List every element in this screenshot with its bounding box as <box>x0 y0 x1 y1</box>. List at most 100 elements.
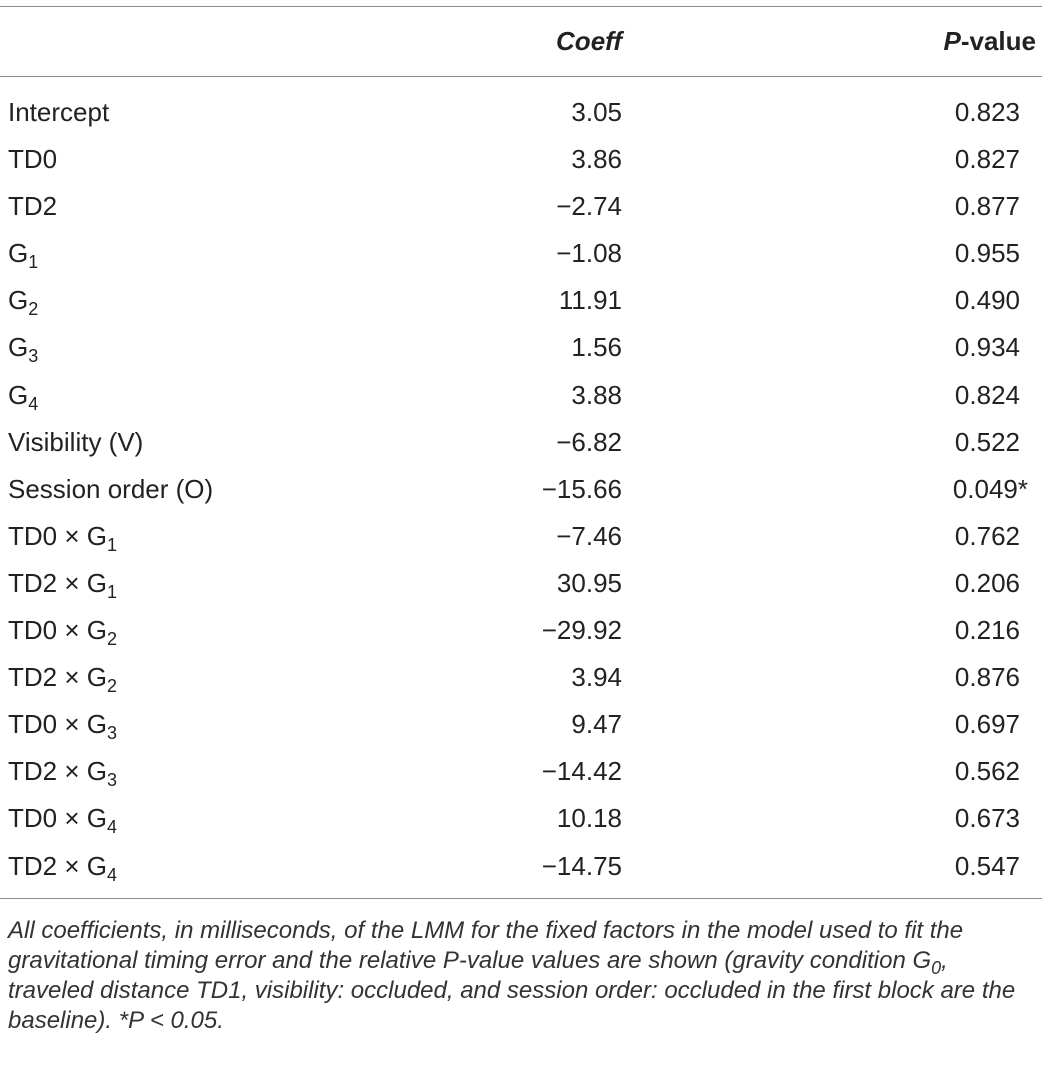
row-p-value: 0.877 <box>954 191 1020 222</box>
table-row: TD0 × G1 −7.46 0.762 <box>0 513 1042 560</box>
row-coeff: −6.82 <box>556 426 622 457</box>
table-row: TD2 × G4 −14.75 0.547 <box>0 843 1042 890</box>
table-row: TD2 −2.74 0.877 <box>0 183 1042 230</box>
row-term-text: G <box>8 238 29 269</box>
row-term: TD0 × G1 <box>8 520 117 555</box>
row-coeff: −15.66 <box>541 473 622 504</box>
row-coeff: 30.95 <box>556 567 622 598</box>
row-coeff: 3.05 <box>571 97 622 127</box>
table-row: Intercept 3.05 0.823 <box>0 89 1042 136</box>
row-term-text: TD0 × G <box>8 615 107 646</box>
caption-subscript: 0 <box>931 958 942 978</box>
row-p-value: 0.697 <box>954 709 1020 740</box>
row-p-value: 0.562 <box>954 756 1020 787</box>
row-term-text: TD2 × G <box>8 850 107 881</box>
row-coeff: −2.74 <box>556 191 622 222</box>
row-coeff: 3.88 <box>571 379 622 410</box>
row-term-text: G <box>8 285 29 316</box>
row-term-text: G <box>8 332 29 363</box>
row-p-value: 0.206 <box>954 567 1020 598</box>
row-term-text: TD2 × G <box>8 756 107 787</box>
table-row: G2 11.91 0.490 <box>0 277 1042 324</box>
row-coeff: 10.18 <box>556 803 622 834</box>
table-row: TD2 × G2 3.94 0.876 <box>0 654 1042 701</box>
row-p-value: 0.955 <box>954 238 1020 269</box>
row-term-text: TD2 × G <box>8 567 107 598</box>
row-term-subscript: 1 <box>106 581 117 602</box>
row-p-value: 0.824 <box>954 379 1020 410</box>
row-p-value: 0.216 <box>954 615 1020 646</box>
row-term: TD2 × G4 <box>8 850 117 885</box>
row-term: G3 <box>8 332 38 365</box>
table-row: G3 1.56 0.934 <box>0 324 1042 371</box>
row-coeff: 3.94 <box>571 662 622 693</box>
header-p-value: P-value <box>944 26 1037 57</box>
header-coeff: Coeff <box>556 26 622 56</box>
row-p-value: 0.490 <box>954 285 1020 316</box>
table-row: TD2 × G1 30.95 0.206 <box>0 560 1042 607</box>
row-p-value: 0.547 <box>954 850 1020 881</box>
row-term: G4 <box>8 379 39 414</box>
row-coeff: 9.47 <box>571 709 622 740</box>
row-term-subscript: 3 <box>106 723 117 744</box>
header-p-italic: P <box>943 26 961 56</box>
row-term-text: Session order (O) <box>8 473 214 504</box>
caption-part-1: All coefficients, in milliseconds, of th… <box>8 917 964 974</box>
table-caption: All coefficients, in milliseconds, of th… <box>8 916 1034 1036</box>
row-coeff: −14.42 <box>541 756 622 787</box>
row-term: TD0 × G3 <box>8 709 117 744</box>
row-term: G1 <box>8 238 39 273</box>
caption-part-2: , traveled distance TD1, visibility: occ… <box>8 947 1016 1034</box>
row-term-subscript: 4 <box>106 817 117 838</box>
row-p-value: 0.876 <box>954 662 1020 693</box>
header-p-rest: -value <box>960 26 1036 56</box>
table-row: TD0 3.86 0.827 <box>0 136 1042 183</box>
table-row: G1 −1.08 0.955 <box>0 230 1042 277</box>
table-row: TD0 × G2 −29.92 0.216 <box>0 607 1042 654</box>
table-bottom-rule <box>0 898 1042 899</box>
row-term: TD2 × G2 <box>8 662 117 697</box>
row-coeff: −14.75 <box>541 850 622 881</box>
row-term-text: G <box>8 379 29 410</box>
row-term: G2 <box>8 285 39 320</box>
row-term-text: TD0 <box>8 144 58 175</box>
row-term-text: TD0 × G <box>8 520 107 551</box>
row-term-text: Visibility (V) <box>8 426 144 457</box>
row-coeff: −7.46 <box>556 520 622 551</box>
row-term: Visibility (V) <box>8 427 143 458</box>
row-term: TD2 × G3 <box>8 756 117 789</box>
row-term-subscript: 2 <box>28 299 39 320</box>
row-term-subscript: 1 <box>106 534 117 555</box>
row-term-subscript: 4 <box>28 393 39 414</box>
row-term-text: TD2 <box>8 191 58 222</box>
row-p-value: 0.934 <box>954 332 1020 363</box>
table-row: TD0 × G4 10.18 0.673 <box>0 795 1042 842</box>
table-row: TD2 × G3 −14.42 0.562 <box>0 748 1042 795</box>
row-term: Session order (O) <box>8 474 213 505</box>
row-coeff: −29.92 <box>541 615 622 646</box>
row-p-value: 0.827 <box>954 144 1020 175</box>
row-term-subscript: 1 <box>28 252 39 273</box>
row-p-value: 0.673 <box>954 803 1020 834</box>
table-row: TD0 × G3 9.47 0.697 <box>0 701 1042 748</box>
row-term: Intercept <box>8 97 109 128</box>
row-coeff: 11.91 <box>558 285 622 316</box>
row-p-value: 0.522 <box>954 426 1020 457</box>
row-p-value: 0.762 <box>954 520 1020 551</box>
row-p-value: 0.823 <box>954 97 1020 127</box>
header-rule <box>0 76 1042 77</box>
row-p-value: 0.049* <box>952 473 1028 504</box>
row-term: TD2 <box>8 191 57 222</box>
row-term-subscript: 2 <box>106 676 117 697</box>
row-coeff: 3.86 <box>571 144 622 175</box>
row-term-subscript: 4 <box>106 864 117 885</box>
row-coeff: −1.08 <box>556 238 622 269</box>
row-term-text: TD2 × G <box>8 662 107 693</box>
table-body: Intercept 3.05 0.823 TD0 3.86 0.827 TD2 −2.74 0.… <box>0 89 1042 890</box>
row-term: TD0 <box>8 144 57 175</box>
table-top-rule <box>0 6 1042 7</box>
row-term-text: TD0 × G <box>8 709 107 740</box>
row-term: TD0 × G4 <box>8 803 117 838</box>
row-term-text: TD0 × G <box>8 803 107 834</box>
row-term: TD2 × G1 <box>8 567 117 602</box>
